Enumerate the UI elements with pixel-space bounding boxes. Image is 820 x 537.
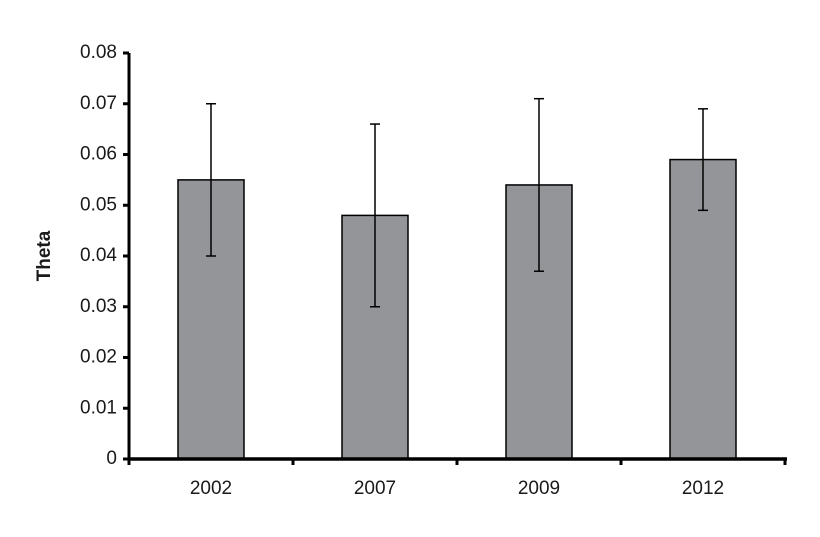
error-bar bbox=[698, 108, 708, 212]
y-tick-label: 0 bbox=[106, 448, 117, 469]
x-tick-label: 2007 bbox=[354, 478, 396, 499]
error-bar bbox=[206, 103, 216, 257]
y-tick-label: 0.01 bbox=[80, 397, 117, 418]
error-bar bbox=[534, 97, 544, 272]
y-tick-label: 0.05 bbox=[80, 194, 117, 215]
x-tick-label: 2012 bbox=[682, 478, 724, 499]
y-tick-label: 0.02 bbox=[80, 347, 117, 368]
y-tick-label: 0.07 bbox=[80, 93, 117, 114]
y-tick-label: 0.04 bbox=[80, 245, 117, 266]
x-tick-label: 2002 bbox=[190, 478, 232, 499]
x-tick-label: 2009 bbox=[518, 478, 560, 499]
y-tick-label: 0.08 bbox=[80, 42, 117, 63]
y-axis-title: Theta bbox=[34, 230, 55, 281]
y-tick-label: 0.06 bbox=[80, 144, 117, 165]
error-bar bbox=[370, 123, 380, 308]
y-tick-label: 0.03 bbox=[80, 296, 117, 317]
